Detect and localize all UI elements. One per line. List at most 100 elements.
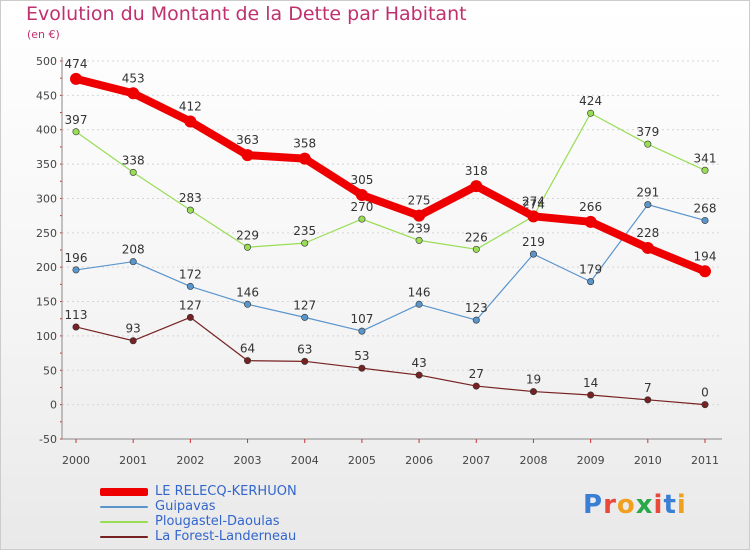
data-label: 412 — [179, 99, 202, 113]
series-la-forest-landerneau: 113 93 127 64 63 53 43 27 19 14 7 0 — [65, 298, 709, 409]
data-point — [184, 115, 197, 128]
data-point — [72, 266, 80, 274]
data-point — [644, 201, 652, 209]
legend-swatch — [100, 536, 148, 538]
data-point — [70, 72, 82, 85]
data-point — [301, 313, 309, 321]
chart-title: Evolution du Montant de la Dette par Hab… — [26, 3, 467, 25]
data-point — [186, 313, 194, 321]
series-guipavas: 196 208 172 146 127 107 146 123 219 179 291 268 — [65, 186, 717, 335]
data-point — [358, 364, 366, 372]
legend-swatch — [100, 488, 148, 496]
series-le-relecq-kerhuon: 474 453 412 363 358 305 275 318 274 266 228 194 — [65, 57, 716, 278]
data-label: 127 — [179, 298, 202, 312]
data-label: 397 — [65, 113, 88, 127]
data-point — [587, 391, 595, 399]
data-point — [244, 357, 252, 365]
data-point — [701, 401, 709, 409]
x-tick-label: 2005 — [348, 454, 376, 467]
data-label: 474 — [65, 57, 88, 71]
data-label: 228 — [636, 226, 659, 240]
data-label: 229 — [236, 228, 259, 242]
data-point — [358, 215, 366, 223]
data-label: 7 — [644, 381, 652, 395]
data-label: 93 — [126, 322, 141, 336]
data-point — [472, 382, 480, 390]
y-tick-label: 200 — [36, 261, 57, 274]
data-label: 27 — [469, 367, 484, 381]
y-tick-label: 400 — [36, 124, 57, 137]
data-point — [527, 210, 540, 223]
data-point — [358, 327, 366, 335]
data-label: 379 — [636, 125, 659, 139]
data-point — [701, 166, 709, 174]
data-label: 63 — [297, 342, 312, 356]
data-label: 172 — [179, 267, 202, 281]
data-point — [298, 152, 311, 165]
data-point — [301, 239, 309, 247]
data-label: 226 — [465, 230, 488, 244]
data-point — [241, 149, 254, 162]
data-point — [699, 265, 711, 278]
chart-subtitle: (en €) — [27, 28, 60, 41]
data-label: 283 — [179, 191, 202, 205]
legend-swatch — [100, 506, 148, 508]
data-point — [529, 388, 537, 396]
x-tick-label: 2004 — [291, 454, 319, 467]
data-point — [244, 243, 252, 251]
data-label: 0 — [701, 386, 709, 400]
data-point — [301, 357, 309, 365]
data-label: 338 — [122, 153, 145, 167]
y-tick-label: 100 — [36, 330, 57, 343]
x-tick-label: 2002 — [176, 454, 204, 467]
data-point — [244, 300, 252, 308]
x-tick-label: 2000 — [62, 454, 90, 467]
data-point — [129, 258, 137, 266]
logo-letter: x — [635, 490, 654, 520]
x-tick-label: 2006 — [405, 454, 433, 467]
data-label: 146 — [236, 285, 259, 299]
logo-letter: t — [663, 490, 677, 520]
x-tick-label: 2009 — [577, 454, 605, 467]
logo-letter: i — [653, 490, 664, 520]
data-point — [415, 371, 423, 379]
data-point — [72, 323, 80, 331]
data-point — [72, 128, 80, 136]
data-label: 305 — [350, 173, 373, 187]
data-point — [186, 282, 194, 290]
data-point — [641, 241, 654, 254]
data-label: 179 — [579, 263, 602, 277]
series-line — [75, 112, 706, 250]
data-point — [472, 245, 480, 253]
data-label: 64 — [240, 342, 255, 356]
y-tick-label: 500 — [36, 55, 57, 68]
series-line — [75, 316, 706, 406]
logo-letter: i — [676, 490, 687, 520]
data-label: 274 — [522, 194, 545, 208]
data-label: 43 — [411, 356, 426, 370]
data-point — [587, 278, 595, 286]
x-tick-label: 2001 — [119, 454, 147, 467]
data-label: 107 — [350, 312, 373, 326]
data-point — [472, 316, 480, 324]
data-label: 275 — [408, 194, 431, 208]
data-label: 268 — [694, 201, 717, 215]
x-tick-label: 2007 — [462, 454, 490, 467]
data-point — [415, 236, 423, 244]
data-label: 453 — [122, 71, 145, 85]
data-label: 274 — [522, 197, 545, 211]
data-label: 123 — [465, 301, 488, 315]
data-label: 53 — [354, 349, 369, 363]
data-label: 266 — [579, 200, 602, 214]
data-label: 235 — [293, 224, 316, 238]
data-label: 239 — [408, 221, 431, 235]
data-point — [413, 209, 426, 222]
data-label: 424 — [579, 94, 602, 108]
y-tick-label: 350 — [36, 158, 57, 171]
data-point — [355, 189, 368, 202]
y-tick-label: 50 — [43, 364, 57, 377]
series-line — [75, 204, 706, 332]
data-label: 363 — [236, 133, 259, 147]
y-tick-label: 0 — [50, 399, 57, 412]
